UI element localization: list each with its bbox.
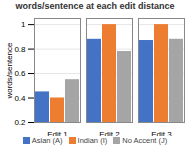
svg-text:0.6: 0.6 (14, 69, 26, 78)
html-text:Asian (A): Asian (A) (31, 136, 63, 145)
svg-text:1: 1 (21, 20, 26, 29)
svg-text:Edit 3: Edit 3 (151, 130, 172, 136)
svg-text:0.8: 0.8 (14, 45, 26, 54)
svg-text:0.2: 0.2 (14, 118, 26, 127)
html-text:Indian (I): Indian (I) (77, 136, 108, 145)
svg-text:Edit 2: Edit 2 (99, 130, 120, 136)
html-text:No Accent (J): No Accent (J) (122, 136, 168, 145)
html-text:words/sentence at each edit di: words/sentence at each edit distance (15, 1, 175, 11)
svg-text:Edit 1: Edit 1 (47, 130, 68, 136)
svg-text:words/sentence: words/sentence (5, 42, 14, 100)
svg-text:0.4: 0.4 (14, 94, 26, 103)
